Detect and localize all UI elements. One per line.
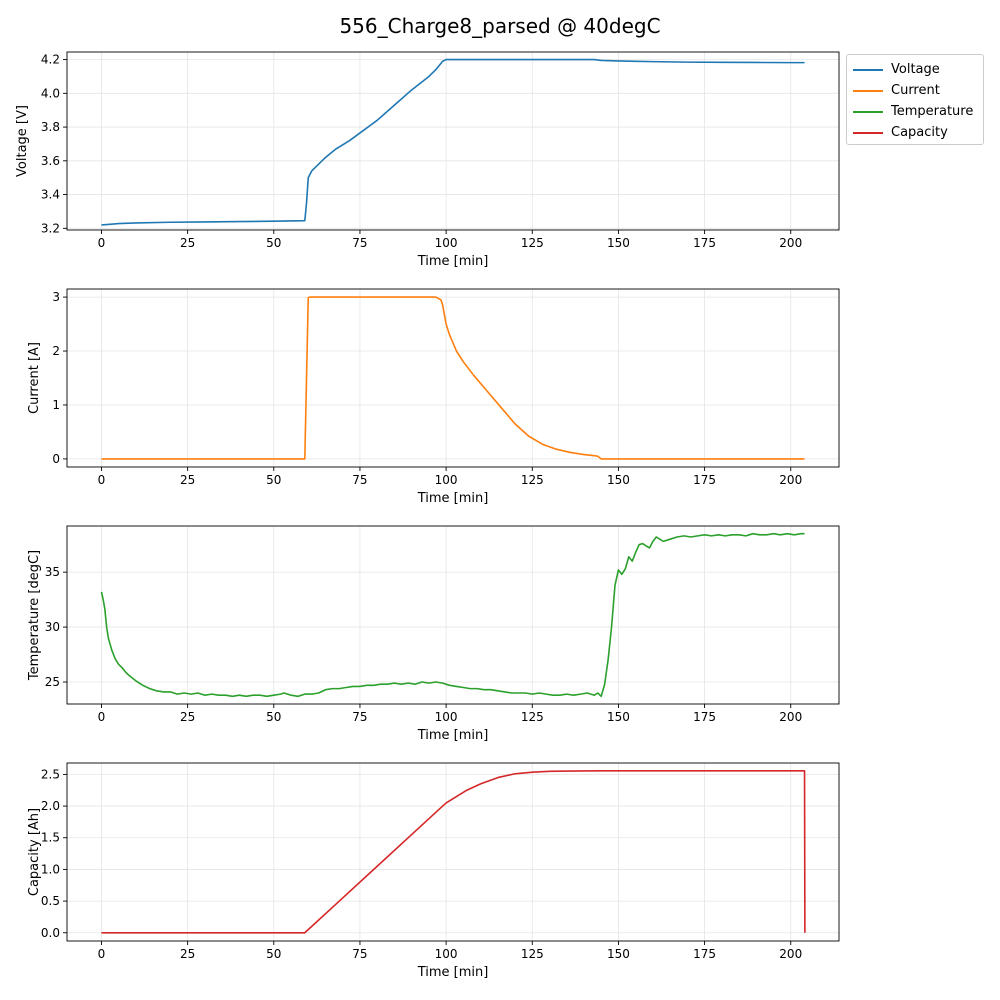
current-ytick-label: 3 [52, 290, 60, 304]
capacity-ytick-label: 0.0 [41, 926, 60, 940]
figure-title: 556_Charge8_parsed @ 40degC [339, 14, 661, 38]
temperature-xtick-label: 0 [98, 710, 106, 724]
current-xtick-label: 25 [180, 473, 195, 487]
capacity-xtick-label: 125 [521, 947, 544, 961]
legend-label: Voltage [891, 62, 940, 77]
temperature-panel: 0 25 50 75 100 125 150 175 200 25 30 35 Time [min] Te… [27, 525, 840, 743]
temperature-line [100, 532, 805, 698]
voltage-ytick-label: 4.2 [41, 53, 60, 67]
capacity-xtick-label: 25 [180, 947, 195, 961]
current-xtick-label: 75 [352, 473, 367, 487]
voltage-line [101, 58, 805, 226]
voltage-ytick-label: 3.2 [41, 221, 60, 235]
capacity-xtick-label: 175 [693, 947, 716, 961]
current-xtick-label: 175 [693, 473, 716, 487]
current-axes-frame [66, 288, 840, 468]
voltage-ylabel: Voltage [V] [15, 105, 30, 177]
temperature-xtick-label: 200 [779, 710, 802, 724]
voltage-ytick-label: 4.0 [41, 86, 60, 100]
current-ylabel: Current [A] [27, 342, 42, 414]
current-ytick-label: 2 [52, 344, 60, 358]
legend-label: Capacity [891, 125, 948, 140]
legend-label: Temperature [891, 104, 974, 119]
voltage-xtick-label: 100 [435, 236, 458, 250]
current-line [101, 296, 805, 460]
voltage-xtick-label: 0 [98, 236, 106, 250]
capacity-xtick-label: 200 [779, 947, 802, 961]
legend-entry-voltage: Voltage [853, 59, 983, 80]
legend-entry-capacity: Capacity [853, 122, 983, 143]
temperature-ylabel: Temperature [degC] [27, 550, 42, 681]
temperature-ytick-label: 25 [45, 675, 60, 689]
legend-swatch [853, 131, 883, 134]
legend-swatch [853, 89, 883, 92]
capacity-xtick-label: 150 [607, 947, 630, 961]
temperature-xtick-label: 150 [607, 710, 630, 724]
current-ytick-label: 1 [52, 398, 60, 412]
current-xtick-label: 150 [607, 473, 630, 487]
voltage-xtick-label: 175 [693, 236, 716, 250]
capacity-xtick-label: 0 [98, 947, 106, 961]
current-xtick-label: 200 [779, 473, 802, 487]
voltage-ytick-label: 3.6 [41, 154, 60, 168]
legend-swatch [853, 68, 883, 71]
temperature-xtick-label: 50 [266, 710, 281, 724]
legend-swatch [853, 110, 883, 113]
temperature-xtick-label: 175 [693, 710, 716, 724]
legend: Voltage Current Temperature Capacity [846, 54, 984, 145]
voltage-xtick-label: 125 [521, 236, 544, 250]
temperature-xlabel: Time [min] [417, 728, 489, 743]
capacity-xlabel: Time [min] [417, 965, 489, 980]
capacity-ytick-label: 1.5 [41, 831, 60, 845]
voltage-xlabel: Time [min] [417, 254, 489, 269]
voltage-ytick-label: 3.4 [41, 188, 60, 202]
current-xtick-label: 100 [435, 473, 458, 487]
temperature-xtick-label: 25 [180, 710, 195, 724]
capacity-ytick-label: 2.5 [41, 767, 60, 781]
capacity-ytick-label: 2.0 [41, 799, 60, 813]
voltage-xtick-label: 50 [266, 236, 281, 250]
legend-label: Current [891, 83, 940, 98]
current-xtick-label: 125 [521, 473, 544, 487]
voltage-axes-frame [66, 51, 840, 231]
voltage-panel: 0 25 50 75 100 125 150 175 200 3.2 3.4 3.6 3.8 4.0 4.2… [15, 51, 840, 269]
capacity-ytick-label: 0.5 [41, 894, 60, 908]
temperature-axes-frame [66, 525, 840, 705]
temperature-ytick-label: 35 [45, 565, 60, 579]
capacity-xtick-label: 50 [266, 947, 281, 961]
current-xtick-label: 0 [98, 473, 106, 487]
capacity-xtick-label: 75 [352, 947, 367, 961]
voltage-xtick-label: 150 [607, 236, 630, 250]
capacity-line [101, 770, 806, 934]
voltage-xtick-label: 75 [352, 236, 367, 250]
temperature-xtick-label: 100 [435, 710, 458, 724]
capacity-xtick-label: 100 [435, 947, 458, 961]
capacity-panel: 0 25 50 75 100 125 150 175 200 0.0 0.5 1.0 1.5 2.0 2.5… [27, 762, 840, 980]
temperature-ytick-label: 30 [45, 620, 60, 634]
voltage-ytick-label: 3.8 [41, 120, 60, 134]
temperature-xtick-label: 75 [352, 710, 367, 724]
current-panel: 0 25 50 75 100 125 150 175 200 0 1 2 3 Time [min] Curr… [27, 288, 840, 506]
temperature-xtick-label: 125 [521, 710, 544, 724]
current-xtick-label: 50 [266, 473, 281, 487]
current-xlabel: Time [min] [417, 491, 489, 506]
current-ytick-label: 0 [52, 452, 60, 466]
voltage-xtick-label: 200 [779, 236, 802, 250]
voltage-xtick-label: 25 [180, 236, 195, 250]
capacity-axes-frame [66, 762, 840, 942]
legend-entry-current: Current [853, 80, 983, 101]
capacity-ylabel: Capacity [Ah] [27, 808, 42, 896]
capacity-ytick-label: 1.0 [41, 862, 60, 876]
legend-entry-temperature: Temperature [853, 101, 983, 122]
